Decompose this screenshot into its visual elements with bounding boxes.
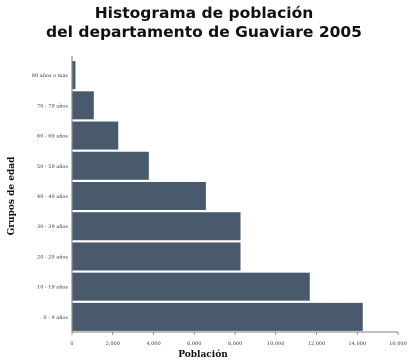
chart-title: Histograma de población del departamento… [0,4,408,42]
x-tick-label: 14,000 [349,341,367,347]
bars-group [71,59,364,333]
bar-3 [71,120,120,151]
chart-title-line-1: Histograma de población [94,4,314,22]
x-tick-label: 16,000 [389,341,407,347]
bar-7 [71,241,242,272]
category-label: 60 - 69 años [37,133,68,140]
category-label: 50 - 59 años [37,163,68,170]
x-tick-label: 8,000 [228,341,242,347]
x-axis-title: Población [178,349,228,360]
x-tick-label: 10,000 [267,341,285,347]
bar-4 [71,150,151,181]
x-tick-label: 12,000 [308,341,326,347]
bar-9 [71,301,364,333]
category-label: 80 años o más [32,72,69,79]
axes-group [71,56,399,335]
x-tick-label: 6,000 [187,341,201,347]
y-axis-title: Grupos de edad [7,156,17,235]
bar-5 [71,180,208,212]
labels-group: 80 años o más 70 - 79 años 60 - 69 años 50 … [32,72,407,347]
category-label: 0 - 9 años [43,314,68,321]
x-tick-label: 2,000 [106,341,120,347]
chart-title-line-2: del departamento de Guaviare 2005 [46,23,362,41]
x-tick-label: 0 [70,341,73,347]
bar-1 [71,59,77,91]
category-label: 70 - 79 años [37,102,68,109]
bar-2 [71,90,96,121]
category-label: 30 - 39 años [37,223,68,230]
category-label: 10 - 19 años [37,284,68,291]
bar-6 [71,211,242,242]
bar-8 [71,271,311,302]
category-label: 40 - 49 años [37,193,68,200]
x-tick-label: 4,000 [146,341,160,347]
category-label: 20 - 29 años [37,253,68,260]
